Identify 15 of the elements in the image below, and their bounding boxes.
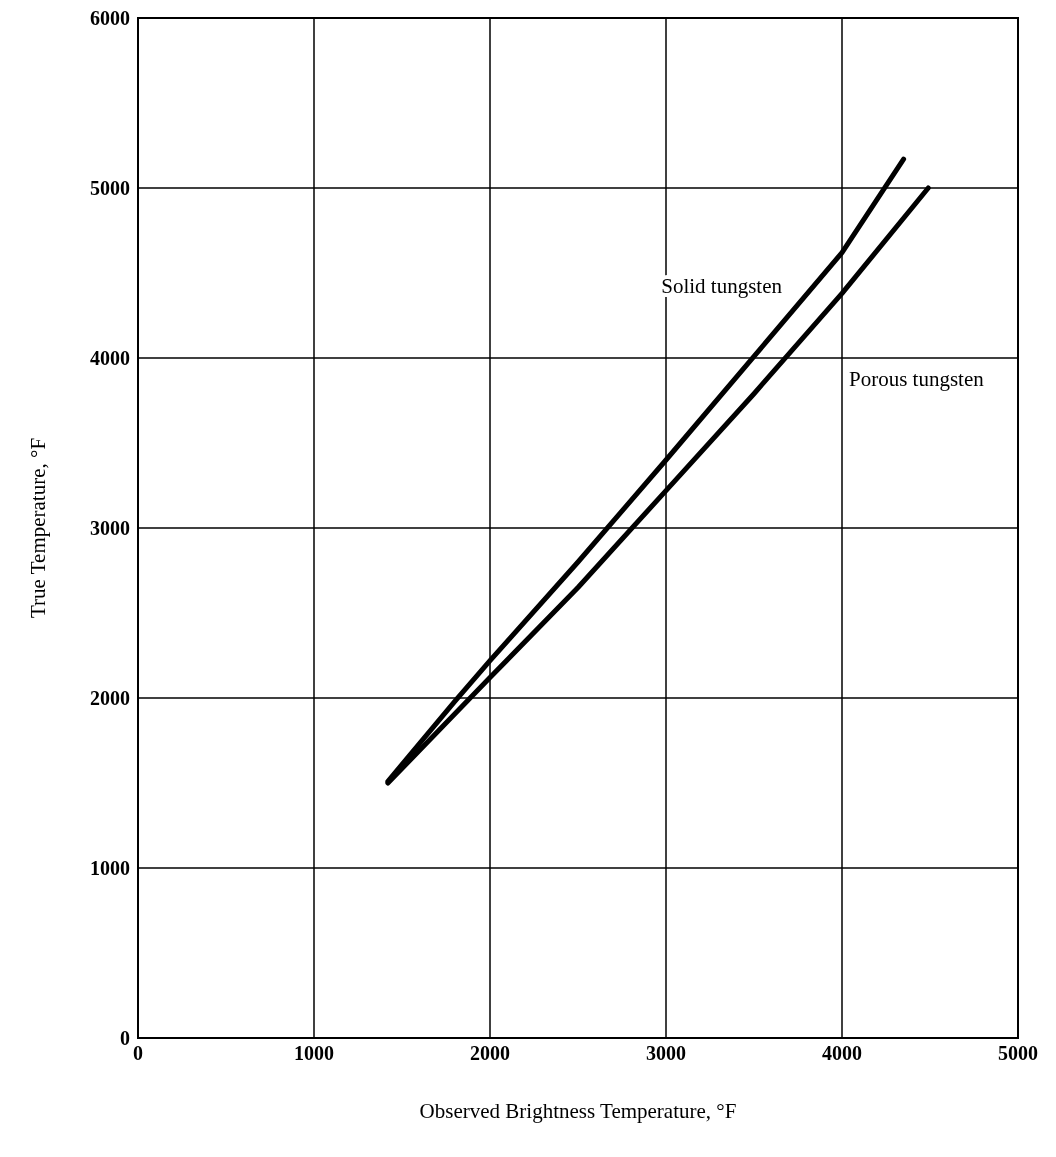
x-tick-label: 2000 (470, 1042, 510, 1065)
y-tick-label: 5000 (90, 177, 130, 200)
x-axis-title: Observed Brightness Temperature, °F (419, 1099, 737, 1123)
y-axis-title: True Temperature, °F (26, 437, 51, 619)
text: Porous tungsten (849, 366, 985, 391)
x-tick-label: 3000 (646, 1042, 686, 1065)
x-tick-label: 5000 (998, 1042, 1038, 1065)
y-tick-label: 0 (120, 1027, 130, 1050)
y-tick-label: 1000 (90, 857, 130, 880)
y-tick-label: 6000 (90, 7, 130, 30)
y-tick-label: 4000 (90, 347, 130, 370)
y-tick-label: 3000 (90, 517, 130, 540)
x-tick-label: 1000 (294, 1042, 334, 1065)
x-tick-label: 4000 (822, 1042, 862, 1065)
y-tick-label: 2000 (90, 687, 130, 710)
